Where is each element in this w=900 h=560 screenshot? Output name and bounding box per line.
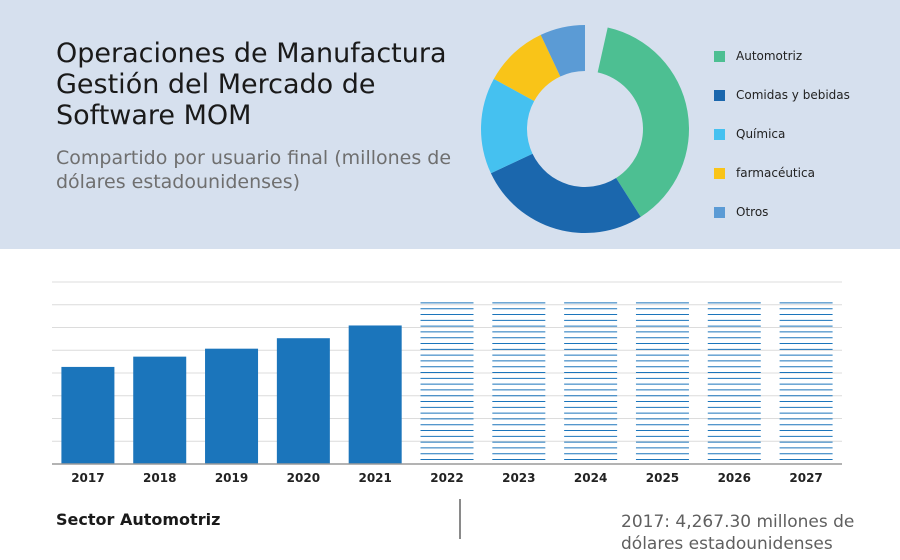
legend-item-automotriz: Automotriz xyxy=(714,47,802,65)
legend-item-farmaceutica: farmacéutica xyxy=(714,164,815,182)
legend-item-otros: Otros xyxy=(714,203,768,221)
legend-swatch xyxy=(714,167,725,179)
x-tick-label: 2019 xyxy=(215,471,248,485)
sector-value: 2017: 4,267.30 millones de dólares estad… xyxy=(621,511,861,555)
forecast-bar-2023 xyxy=(492,302,546,461)
legend-swatch xyxy=(714,50,725,62)
bar-2017 xyxy=(61,366,115,464)
bar-2020 xyxy=(276,338,330,464)
forecast-bar-2026 xyxy=(707,302,761,461)
subtitle-line: dólares estadounidenses) xyxy=(56,171,301,193)
legend-item-comidas-y-bebidas: Comidas y bebidas xyxy=(714,86,850,104)
x-tick-label: 2026 xyxy=(718,471,751,485)
donut-slice-1 xyxy=(490,153,641,233)
legend-label: farmacéutica xyxy=(736,166,815,180)
bar-2018 xyxy=(133,356,187,464)
legend-swatch xyxy=(714,128,725,140)
donut-slice-0 xyxy=(597,27,689,217)
x-tick-label: 2021 xyxy=(358,471,391,485)
page-subtitle: Compartido por usuario final (millones d… xyxy=(56,146,456,194)
legend-swatch xyxy=(714,206,725,218)
x-tick-label: 2025 xyxy=(646,471,679,485)
bar-chart: 2017 2018 2019 2020 2021 2022 2023 2024 2025 2026… xyxy=(52,281,842,485)
title-line: Operaciones de Manufactura xyxy=(56,38,447,69)
donut-chart xyxy=(481,25,689,233)
page-title: Operaciones de Manufactura Gestión del M… xyxy=(56,38,456,131)
sector-value-line: dólares estadounidenses xyxy=(621,534,833,554)
donut-slice-2 xyxy=(481,78,535,174)
donut-slice-4 xyxy=(540,25,586,77)
header-panel: Operaciones de Manufactura Gestión del M… xyxy=(0,0,900,249)
forecast-bar-2027 xyxy=(779,302,833,461)
x-tick-label: 2017 xyxy=(71,471,104,485)
legend-label: Comidas y bebidas xyxy=(736,88,850,102)
subtitle-line: Compartido por usuario final (millones d… xyxy=(56,147,452,169)
bar-2019 xyxy=(205,348,259,464)
legend-item-quimica: Química xyxy=(714,125,785,143)
x-tick-label: 2023 xyxy=(502,471,535,485)
legend-swatch xyxy=(714,89,725,101)
legend-label: Otros xyxy=(736,205,769,219)
legend-label: Automotriz xyxy=(736,49,803,63)
x-tick-label: 2022 xyxy=(430,471,463,485)
sector-label: Sector Automotriz xyxy=(56,510,221,529)
x-tick-label: 2024 xyxy=(574,471,607,485)
forecast-bar-2022 xyxy=(420,302,474,461)
donut-slice-3 xyxy=(493,34,561,102)
sector-value-line: 2017: 4,267.30 millones de xyxy=(621,512,855,532)
legend-label: Química xyxy=(736,127,786,141)
forecast-bar-2024 xyxy=(564,302,618,461)
x-tick-label: 2018 xyxy=(143,471,176,485)
title-line: Gestión del Mercado de xyxy=(56,69,376,100)
x-tick-label: 2020 xyxy=(287,471,320,485)
footer-divider xyxy=(459,499,461,539)
forecast-bar-2025 xyxy=(635,302,689,461)
bar-2021 xyxy=(348,325,402,464)
x-tick-label: 2027 xyxy=(789,471,822,485)
title-line: Software MOM xyxy=(56,100,252,131)
